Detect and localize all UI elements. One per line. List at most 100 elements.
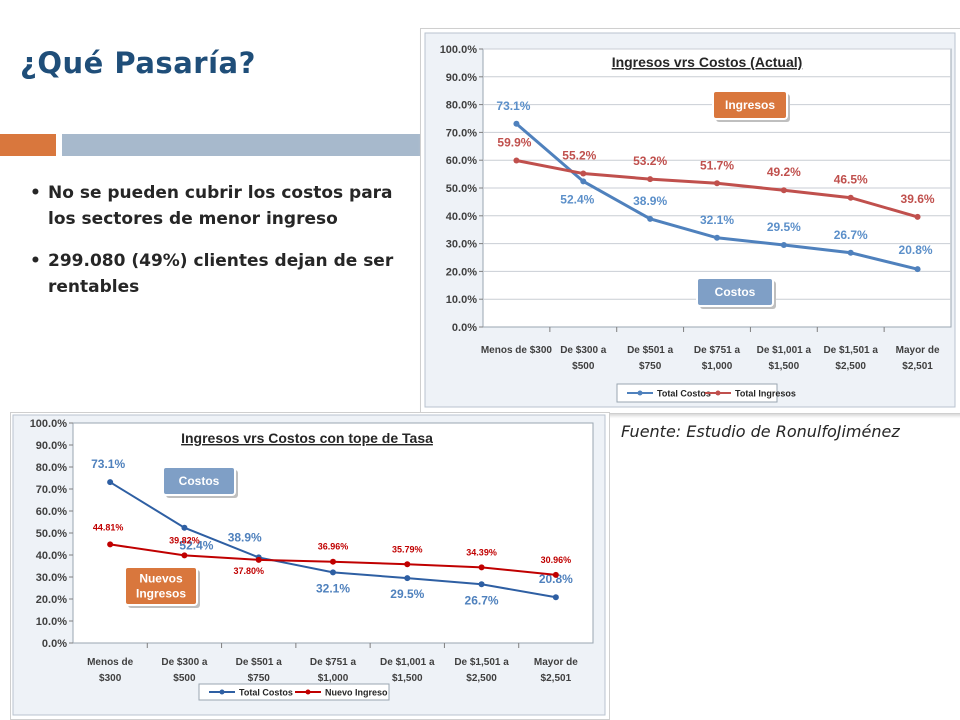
data-point bbox=[847, 249, 854, 256]
data-point bbox=[181, 552, 188, 559]
y-tick-label: 70.0% bbox=[446, 127, 477, 139]
y-tick-label: 100.0% bbox=[440, 44, 478, 56]
data-label: 55.2% bbox=[562, 149, 596, 163]
bullet-list: No se pueden cubrir los costos para los … bbox=[28, 180, 423, 316]
data-label: 46.5% bbox=[834, 173, 868, 187]
data-point bbox=[513, 157, 520, 164]
y-tick-label: 30.0% bbox=[36, 572, 67, 584]
data-point bbox=[255, 556, 262, 563]
data-label: 36.96% bbox=[318, 542, 349, 552]
data-point bbox=[404, 575, 411, 582]
data-label: 51.7% bbox=[700, 158, 734, 172]
y-tick-label: 30.0% bbox=[446, 239, 477, 251]
x-category-label: $300 bbox=[99, 673, 122, 684]
data-label: 53.2% bbox=[633, 154, 667, 168]
legend-label: Nuevo Ingreso bbox=[325, 688, 388, 698]
y-tick-label: 0.0% bbox=[452, 322, 477, 334]
data-point bbox=[847, 194, 854, 201]
data-label: 73.1% bbox=[91, 457, 125, 471]
x-category-label: De $300 a bbox=[560, 345, 607, 356]
data-point bbox=[478, 564, 485, 571]
x-category-label: Menos de bbox=[87, 657, 134, 668]
x-category-label: $1,500 bbox=[769, 361, 800, 372]
accent-bar-orange bbox=[0, 134, 56, 156]
data-point bbox=[647, 176, 654, 183]
slide-title: ¿Qué Pasaría? bbox=[20, 46, 256, 80]
x-category-label: $2,501 bbox=[541, 673, 572, 684]
data-point bbox=[914, 266, 921, 273]
data-label: 30.96% bbox=[541, 555, 572, 565]
x-category-label: De $751 a bbox=[310, 657, 357, 668]
annotation-label: Costos bbox=[179, 474, 220, 488]
y-tick-label: 60.0% bbox=[36, 506, 67, 518]
data-point bbox=[580, 170, 587, 177]
bullet-item: 299.080 (49%) clientes dejan de ser rent… bbox=[28, 248, 423, 300]
data-label: 44.81% bbox=[93, 522, 124, 532]
x-category-label: $1,000 bbox=[702, 361, 733, 372]
annotation-box bbox=[712, 90, 788, 120]
x-category-label: De $300 a bbox=[161, 657, 208, 668]
x-category-label: $2,501 bbox=[902, 361, 933, 372]
data-label: 35.79% bbox=[392, 544, 423, 554]
y-tick-label: 90.0% bbox=[446, 72, 477, 84]
plot-area bbox=[72, 422, 594, 644]
x-category-label: De $751 a bbox=[694, 345, 741, 356]
bullet-item: No se pueden cubrir los costos para los … bbox=[28, 180, 423, 232]
x-category-label: De $501 a bbox=[236, 657, 283, 668]
data-label: 52.4% bbox=[179, 539, 213, 553]
legend-swatch-marker bbox=[637, 390, 643, 396]
data-point bbox=[714, 180, 720, 187]
y-tick-label: 100.0% bbox=[30, 418, 68, 430]
data-label: 59.9% bbox=[497, 135, 531, 149]
annotation-label: Nuevos bbox=[139, 572, 183, 586]
data-label: 39.6% bbox=[901, 192, 935, 206]
x-category-label: Menos de $300 bbox=[481, 345, 553, 356]
data-point bbox=[478, 581, 485, 588]
legend-swatch-marker bbox=[715, 390, 721, 396]
data-label: 52.4% bbox=[560, 192, 594, 206]
annotation-box bbox=[124, 566, 198, 606]
y-tick-label: 60.0% bbox=[446, 155, 477, 167]
data-point bbox=[580, 178, 587, 185]
chart-tope-tasa-svg: 0.0% 10.0% 20.0% 30.0% 40.0% 50.0% 60.0% 70.0% 8… bbox=[12, 414, 606, 716]
data-point bbox=[107, 479, 114, 486]
data-label: 38.9% bbox=[633, 194, 667, 208]
y-tick-label: 50.0% bbox=[36, 528, 67, 540]
data-point bbox=[107, 541, 114, 548]
y-tick-label: 10.0% bbox=[446, 294, 477, 306]
data-label: 26.7% bbox=[834, 228, 868, 242]
legend-box bbox=[616, 383, 778, 403]
data-point bbox=[714, 234, 720, 241]
legend-swatch-marker bbox=[305, 689, 311, 695]
data-label: 32.1% bbox=[700, 213, 734, 227]
x-category-label: Mayor de bbox=[896, 345, 940, 356]
chart-title: Ingresos vrs Costos (Actual) bbox=[612, 54, 803, 70]
x-category-label: $750 bbox=[639, 361, 662, 372]
chart-title: Ingresos vrs Costos con tope de Tasa bbox=[181, 430, 433, 446]
legend-label: Total Costos bbox=[239, 688, 293, 698]
y-tick-label: 40.0% bbox=[446, 211, 477, 223]
x-category-label: $750 bbox=[248, 673, 271, 684]
data-label: 20.8% bbox=[899, 243, 933, 257]
data-point bbox=[330, 569, 336, 576]
annotation-box bbox=[162, 466, 236, 496]
x-category-label: Mayor de bbox=[534, 657, 578, 668]
x-category-label: De $1,501 a bbox=[454, 657, 509, 668]
x-category-label: $2,500 bbox=[835, 361, 866, 372]
data-label: 29.5% bbox=[767, 220, 801, 234]
x-category-label: De $501 a bbox=[627, 345, 674, 356]
data-label: 73.1% bbox=[496, 99, 530, 113]
x-category-label: $1,500 bbox=[392, 673, 423, 684]
annotation-label: Ingresos bbox=[136, 587, 186, 601]
legend-box bbox=[198, 683, 390, 701]
legend-label: Total Costos bbox=[657, 389, 711, 399]
y-tick-label: 10.0% bbox=[36, 616, 67, 628]
y-tick-label: 50.0% bbox=[446, 183, 477, 195]
data-label: 32.1% bbox=[316, 581, 350, 595]
chart-actual: 0.0% 10.0% 20.0% 30.0% 40.0% 50.0% 60.0% 70.0% 8… bbox=[420, 28, 960, 414]
data-label: 38.9% bbox=[228, 530, 262, 544]
annotation-box bbox=[696, 277, 774, 307]
data-label: 20.8% bbox=[539, 572, 573, 586]
y-tick-label: 20.0% bbox=[446, 266, 477, 278]
x-category-label: De $1,501 a bbox=[823, 345, 878, 356]
